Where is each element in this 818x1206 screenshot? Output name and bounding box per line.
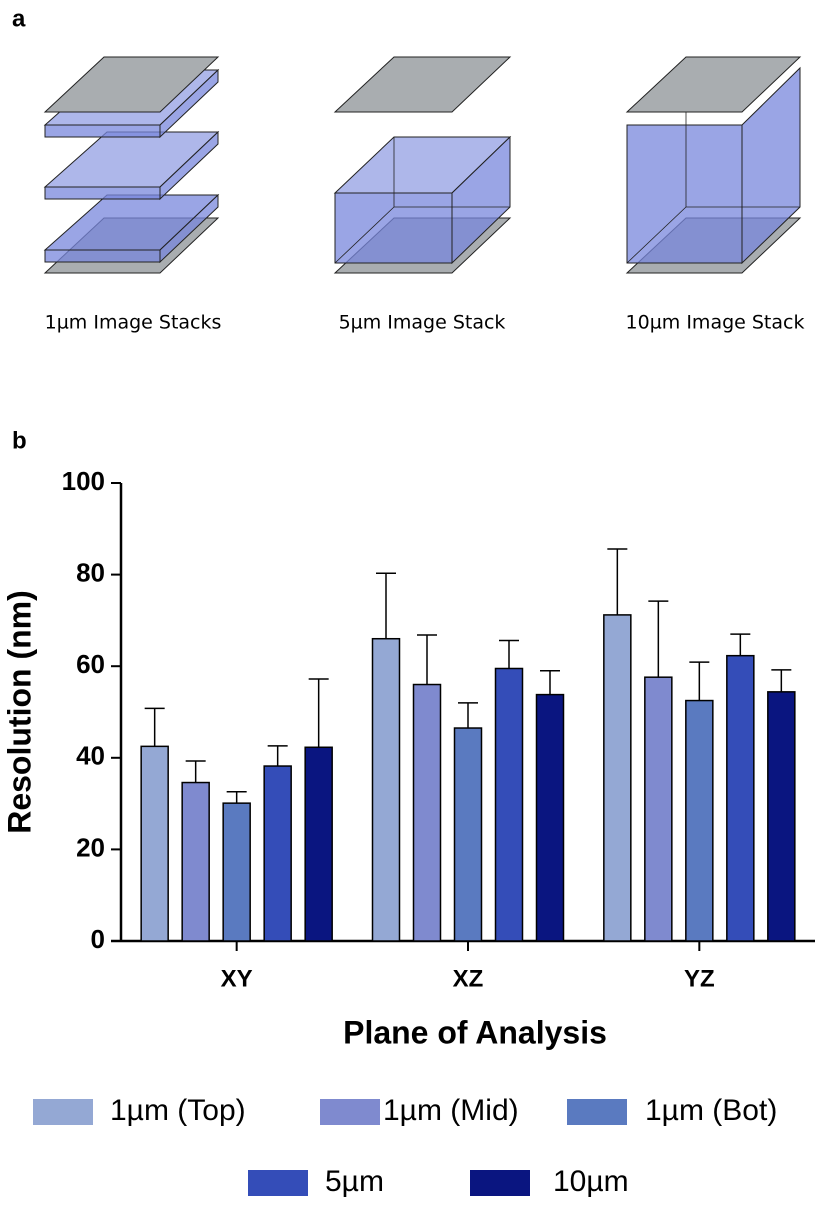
legend-swatch	[33, 1099, 93, 1125]
bar	[496, 668, 523, 941]
y-tick-label: 20	[76, 832, 105, 862]
legend-label: 1µm (Top)	[110, 1094, 246, 1127]
error-bar	[458, 703, 478, 728]
figure: a 1µm Image Stacks 5µm Image Stack 10µm …	[0, 0, 818, 1206]
bar	[768, 692, 795, 941]
bar	[686, 701, 713, 941]
diagram-1um	[45, 57, 218, 273]
diagram-caption: 1µm Image Stacks	[45, 312, 222, 334]
error-bar	[309, 679, 329, 747]
bar	[373, 639, 400, 941]
error-bar	[376, 573, 396, 638]
bar	[645, 677, 672, 941]
x-tick-label: XZ	[453, 965, 484, 992]
bar	[455, 728, 482, 941]
bar	[604, 615, 631, 941]
error-bar	[268, 746, 288, 766]
legend-label: 10µm	[553, 1165, 629, 1198]
bar	[141, 746, 168, 941]
error-bar	[730, 634, 750, 656]
error-bar	[227, 792, 247, 803]
panel-label: a	[12, 5, 26, 32]
y-axis-label: Resolution (nm)	[1, 590, 37, 834]
error-bar	[771, 670, 791, 692]
panel-label: b	[12, 427, 27, 454]
error-bar	[689, 662, 709, 700]
legend-label: 5µm	[325, 1165, 384, 1198]
bar	[223, 803, 250, 941]
x-tick-label: XY	[221, 965, 253, 992]
diagram-5um	[335, 57, 510, 273]
y-tick-label: 0	[91, 924, 105, 954]
error-bar	[186, 761, 206, 783]
diagram-10um	[627, 57, 800, 273]
bar	[305, 747, 332, 941]
bar	[537, 695, 564, 941]
y-tick-label: 40	[76, 741, 105, 771]
error-bar	[417, 635, 437, 684]
legend-label: 1µm (Bot)	[645, 1094, 777, 1127]
diagram-caption: 10µm Image Stack	[626, 312, 805, 334]
legend-swatch	[320, 1099, 380, 1125]
error-bar	[145, 708, 165, 746]
bar	[727, 656, 754, 941]
legend-swatch	[248, 1170, 308, 1196]
bar	[264, 766, 291, 941]
error-bar	[540, 671, 560, 695]
error-bar	[607, 549, 627, 615]
diagram-caption: 5µm Image Stack	[339, 312, 506, 334]
error-bar	[648, 601, 668, 677]
legend-swatch	[567, 1099, 627, 1125]
y-tick-label: 60	[76, 649, 105, 679]
legend-label: 1µm (Mid)	[383, 1094, 519, 1127]
y-tick-label: 100	[62, 466, 105, 496]
x-axis-label: Plane of Analysis	[343, 1014, 607, 1050]
x-tick-label: YZ	[684, 965, 715, 992]
legend-swatch	[470, 1170, 530, 1196]
bar	[414, 685, 441, 941]
bar	[182, 783, 209, 941]
error-bar	[499, 641, 519, 669]
y-tick-label: 80	[76, 557, 105, 587]
